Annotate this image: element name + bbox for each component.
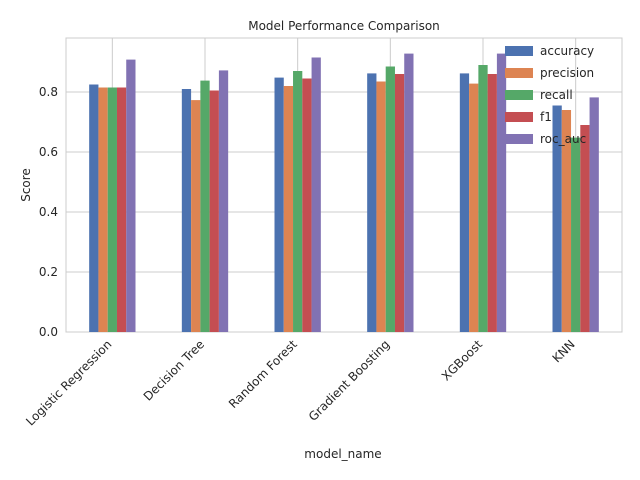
legend-label-f1: f1 <box>540 110 552 124</box>
y-tick-label: 0.6 <box>39 145 58 159</box>
x-tick-label: KNN <box>550 337 578 365</box>
bar-accuracy <box>459 73 470 333</box>
legend-label-accuracy: accuracy <box>540 44 594 58</box>
x-tick-label: Gradient Boosting <box>306 337 393 424</box>
bar-recall <box>293 71 303 332</box>
x-tick-label: Logistic Regression <box>23 337 114 428</box>
bar-accuracy <box>274 77 284 332</box>
legend-label-roc_auc: roc_auc <box>540 132 586 146</box>
legend-label-recall: recall <box>540 88 573 102</box>
bar-roc_auc <box>126 59 136 332</box>
bar-roc_auc <box>589 97 599 333</box>
bar-f1 <box>580 125 590 332</box>
y-tick-label: 0.8 <box>39 85 58 99</box>
legend-swatch-precision <box>505 68 533 78</box>
x-tick-label: Decision Tree <box>141 337 207 403</box>
bar-f1 <box>209 90 219 332</box>
bar-f1 <box>487 74 497 332</box>
bar-f1 <box>116 87 127 332</box>
y-axis-label: Score <box>19 168 33 202</box>
bar-precision <box>98 87 108 332</box>
legend-swatch-f1 <box>505 112 533 122</box>
bars <box>89 53 599 333</box>
bar-accuracy <box>181 89 192 332</box>
legend-swatch-accuracy <box>505 46 533 56</box>
bar-f1 <box>302 78 312 332</box>
legend-swatch-roc_auc <box>505 134 533 144</box>
bar-roc_auc <box>496 53 507 332</box>
x-axis-label: model_name <box>304 447 381 461</box>
bar-accuracy <box>552 105 562 332</box>
bar-recall <box>571 137 581 332</box>
bar-recall <box>107 87 117 332</box>
bar-roc_auc <box>218 70 229 333</box>
bar-roc_auc <box>404 53 414 332</box>
bar-precision <box>283 86 294 332</box>
chart-title: Model Performance Comparison <box>248 19 440 33</box>
bar-f1 <box>394 74 405 332</box>
bar-roc_auc <box>311 57 321 332</box>
y-tick-label: 0.4 <box>39 205 58 219</box>
bar-accuracy <box>367 73 377 333</box>
bar-precision <box>191 100 201 332</box>
y-axis-ticks: 0.0 0.2 0.4 0.6 0.8 <box>39 85 58 339</box>
legend-swatch-recall <box>505 90 533 100</box>
legend: accuracy precision recall f1 roc_auc <box>505 44 594 146</box>
bar-precision <box>376 81 386 332</box>
x-axis-ticks: Logistic Regression Decision Tree Random F… <box>23 337 578 428</box>
bar-accuracy <box>89 84 99 332</box>
x-tick-label: Random Forest <box>226 337 300 411</box>
y-tick-label: 0.2 <box>39 265 58 279</box>
bar-recall <box>478 65 488 332</box>
bar-recall <box>385 66 395 332</box>
x-tick-label: XGBoost <box>439 337 485 383</box>
legend-label-precision: precision <box>540 66 594 80</box>
y-tick-label: 0.0 <box>39 325 58 339</box>
plot-area <box>65 37 623 333</box>
bar-precision <box>469 83 479 332</box>
bar-precision <box>561 110 572 332</box>
bar-recall <box>200 80 210 332</box>
